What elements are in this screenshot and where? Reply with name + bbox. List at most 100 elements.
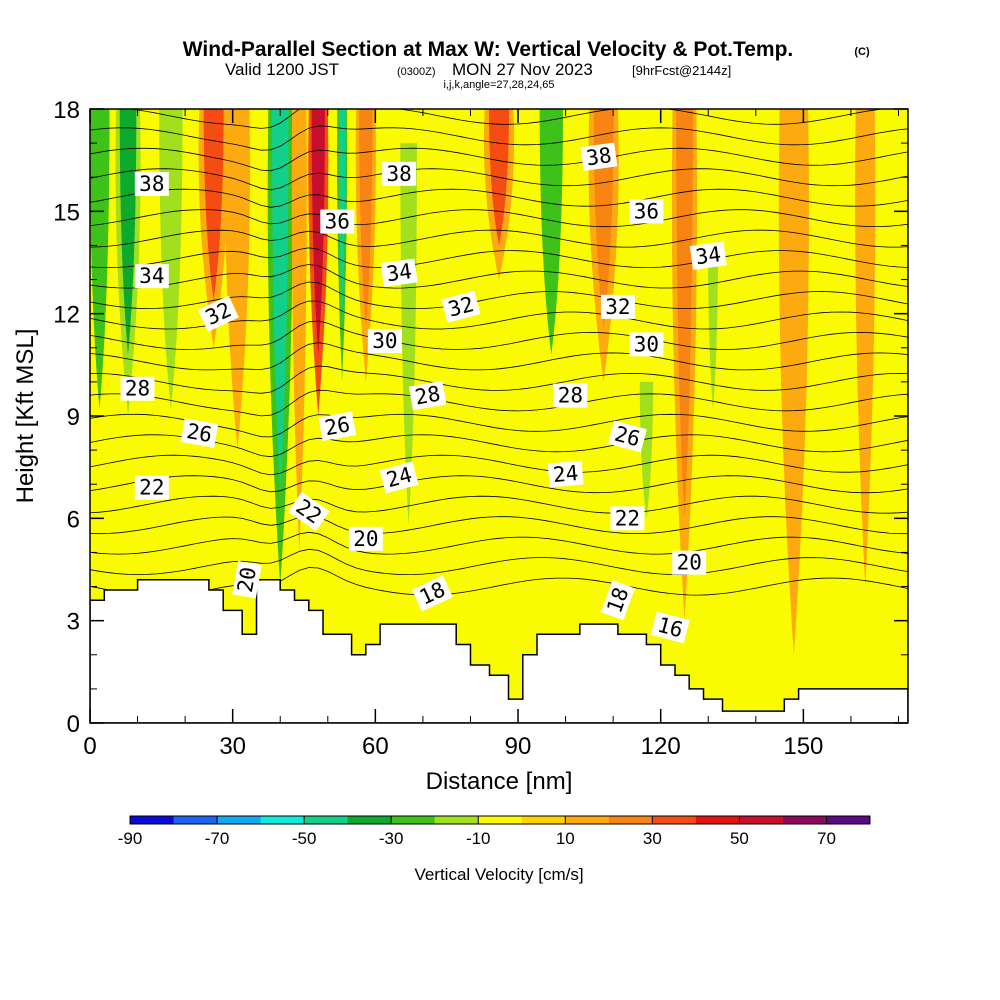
- contour-label-text: 20: [353, 527, 378, 551]
- contour-label-bg: [318, 411, 357, 442]
- isentrope: [125, 109, 886, 129]
- y-tick-label: 12: [53, 302, 80, 329]
- velocity-band-core: [359, 109, 373, 328]
- contour-label: 34: [689, 241, 727, 270]
- colorbar-swatch: [130, 816, 175, 824]
- contour-label: 30: [629, 332, 664, 357]
- colorbar-swatch: [391, 816, 436, 824]
- colorbar-swatch: [347, 816, 392, 824]
- colorbar-tick-label: -70: [205, 829, 230, 848]
- colorbar-swatch: [782, 816, 827, 824]
- x-tick-label: 60: [362, 733, 389, 760]
- colorbar-tick-label: 30: [643, 829, 662, 848]
- contour-label: 24: [547, 460, 584, 488]
- colorbar-tick-label: 50: [730, 829, 749, 848]
- contour-label-bg: [134, 475, 169, 500]
- x-axis-label: Distance [nm]: [426, 768, 573, 795]
- contour-label: 20: [672, 550, 707, 575]
- contour-label: 28: [553, 383, 588, 408]
- isentrope: [90, 548, 908, 576]
- contour-label-bg: [580, 142, 618, 172]
- contour-label-bg: [180, 418, 219, 448]
- contour-label: 26: [180, 418, 219, 448]
- contour-label-text: 34: [139, 264, 164, 288]
- chart-title-tag: (C): [854, 46, 870, 58]
- contour-label-bg: [197, 295, 239, 332]
- contour-label-bg: [610, 506, 645, 531]
- chart-title: Wind-Parallel Section at Max W: Vertical…: [183, 38, 794, 61]
- velocity-band-core: [539, 109, 563, 355]
- y-tick-label: 0: [67, 711, 80, 738]
- contour-label-bg: [600, 294, 635, 319]
- contour-label: 22: [610, 506, 645, 531]
- contour-label-text: 28: [413, 382, 442, 410]
- subtitle-indices: i,j,k,angle=27,28,24,65: [443, 79, 554, 91]
- contour-label-text: 38: [386, 162, 411, 186]
- isentrope: [90, 413, 908, 438]
- velocity-band-core: [90, 109, 110, 410]
- contour-label: 20: [232, 560, 262, 599]
- contour-label-bg: [134, 264, 169, 289]
- subtitle-date: MON 27 Nov 2023: [452, 60, 593, 79]
- isentrope: [90, 168, 908, 191]
- contour-label: 22: [134, 475, 169, 500]
- y-tick-label: 6: [67, 506, 80, 533]
- colorbar-swatch: [739, 816, 784, 824]
- contour-label-bg: [408, 380, 447, 411]
- contour-label-text: 38: [585, 143, 613, 170]
- colorbar-swatch: [652, 816, 697, 824]
- y-axis-label: Height [Kft MSL]: [12, 329, 39, 504]
- contour-label-bg: [379, 461, 419, 494]
- velocity-band-core: [311, 109, 325, 355]
- contour-label-text: 34: [694, 242, 722, 269]
- colorbar-swatch: [695, 816, 740, 824]
- contour-label: 30: [367, 328, 402, 353]
- colorbar-swatch: [217, 816, 262, 824]
- subtitle-forecast: [9hrFcst@2144z]: [632, 63, 731, 78]
- contour-label-bg: [600, 580, 635, 621]
- contour-label-bg: [629, 332, 664, 357]
- colorbar-tick-label: -10: [466, 829, 491, 848]
- contour-label-bg: [547, 460, 584, 488]
- x-tick-label: 120: [641, 733, 681, 760]
- isentrope: [90, 229, 908, 248]
- contour-label-text: 20: [677, 551, 702, 575]
- y-tick-label: 9: [67, 404, 80, 431]
- colorbar-title: Vertical Velocity [cm/s]: [414, 865, 583, 884]
- contour-label-text: 30: [634, 332, 659, 356]
- contour-label-text: 28: [558, 384, 583, 408]
- colorbar-tick-label: -90: [118, 829, 143, 848]
- colorbar-swatch: [608, 816, 653, 824]
- isentrope: [90, 515, 908, 535]
- velocity-band-core: [783, 109, 804, 546]
- contour-label-bg: [232, 560, 262, 599]
- contour-label-text: 30: [372, 329, 397, 353]
- isentrope: [90, 342, 908, 371]
- x-tick-label: 30: [219, 733, 246, 760]
- isentrope: [90, 475, 908, 494]
- isentrope: [90, 365, 908, 394]
- isentrope: [90, 495, 908, 514]
- contour-label-bg: [672, 550, 707, 575]
- velocity-band-core: [676, 109, 693, 519]
- x-tick-label: 150: [783, 733, 823, 760]
- contour-label-bg: [411, 575, 453, 612]
- contour-label-bg: [348, 526, 383, 551]
- isentrope: [90, 434, 908, 458]
- colorbar-tick-label: -30: [379, 829, 404, 848]
- contour-label-bg: [629, 199, 664, 224]
- contour-label-text: 22: [615, 506, 640, 530]
- isentrope: [90, 389, 908, 417]
- colorbar-swatch: [521, 816, 566, 824]
- isentrope: [90, 264, 908, 289]
- terrain-mask: [90, 578, 908, 723]
- x-tick-label: 90: [505, 733, 532, 760]
- contour-label-bg: [650, 611, 690, 644]
- velocity-band-core: [858, 109, 872, 492]
- contour-label: 38: [382, 161, 417, 186]
- colorbar-tick-label: 70: [817, 829, 836, 848]
- contour-label: 38: [134, 172, 169, 197]
- contour-label: 34: [380, 258, 418, 287]
